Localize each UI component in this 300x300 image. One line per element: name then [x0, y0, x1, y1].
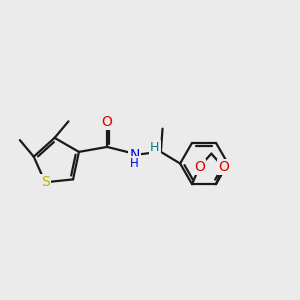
- Text: H: H: [150, 141, 160, 154]
- Text: N: N: [129, 148, 140, 162]
- Text: O: O: [218, 160, 229, 174]
- Text: O: O: [194, 160, 205, 174]
- Text: O: O: [102, 115, 112, 129]
- Text: H: H: [130, 157, 139, 170]
- Text: S: S: [41, 175, 50, 189]
